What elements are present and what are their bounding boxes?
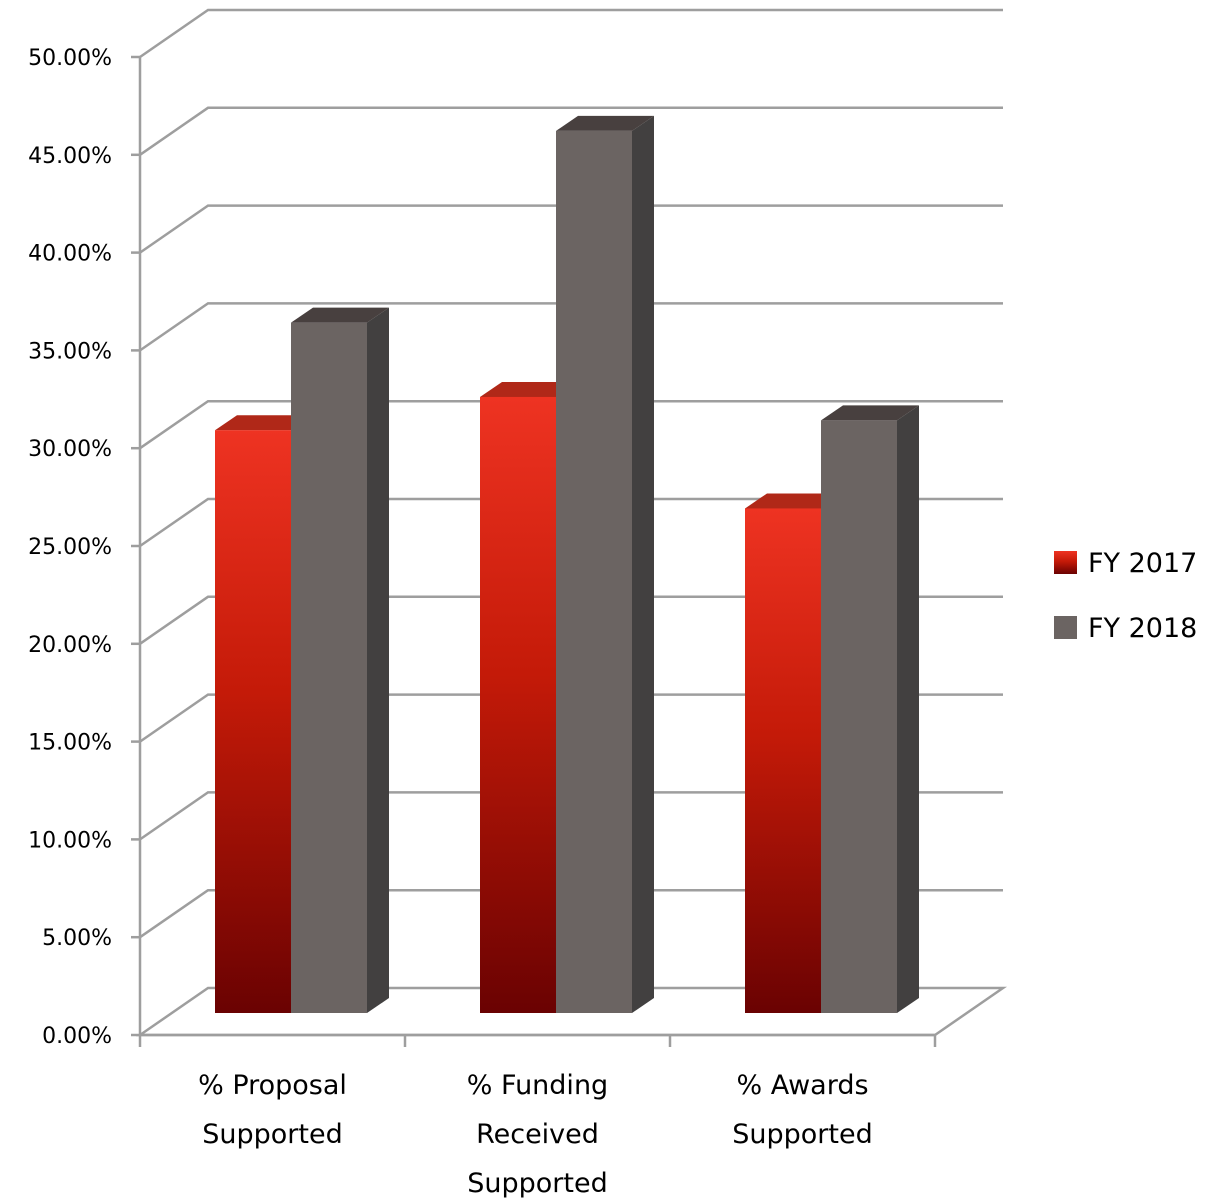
legend-label: FY 2018 [1088, 613, 1197, 644]
bar-front [745, 508, 821, 1013]
y-tick-label: 50.00% [28, 46, 112, 71]
y-tick-label: 15.00% [28, 731, 112, 756]
y-tick-label: 35.00% [28, 339, 112, 364]
y-tick-label: 45.00% [28, 144, 112, 169]
bar-side [367, 308, 389, 1013]
y-tick-label: 40.00% [28, 242, 112, 267]
bar-front [821, 420, 897, 1013]
y-tick-label: 25.00% [28, 535, 112, 560]
bar [556, 116, 654, 1013]
bar-front [215, 430, 291, 1013]
legend-swatch [1054, 616, 1077, 639]
x-tick-label: Supported [202, 1119, 342, 1150]
y-tick-label: 30.00% [28, 437, 112, 462]
x-tick-label: Supported [732, 1119, 872, 1150]
y-tick-label: 0.00% [42, 1024, 112, 1049]
y-tick-label: 5.00% [42, 926, 112, 951]
legend-swatch [1054, 551, 1077, 574]
bar-front [480, 397, 556, 1013]
x-tick-label: Received [476, 1119, 599, 1150]
x-tick-label: % Awards [736, 1070, 868, 1101]
gridline [140, 10, 1003, 57]
plot-area: 0.00% 5.00% 10.00% 15.00% 20.00% 25.00% 30.00%… [28, 10, 1003, 1199]
legend: FY 2017 FY 2018 [1054, 548, 1197, 644]
bar-side [897, 405, 919, 1013]
bar-front [556, 131, 632, 1013]
bar-front [291, 323, 367, 1013]
bar [291, 308, 389, 1013]
bar-side [632, 116, 654, 1013]
bar [821, 405, 919, 1013]
y-tick-label: 10.00% [28, 828, 112, 853]
legend-label: FY 2017 [1088, 548, 1197, 579]
y-tick-label: 20.00% [28, 633, 112, 658]
x-tick-label: Supported [467, 1168, 607, 1199]
x-tick-label: % Funding [467, 1070, 608, 1101]
x-tick-label: % Proposal [198, 1070, 347, 1101]
